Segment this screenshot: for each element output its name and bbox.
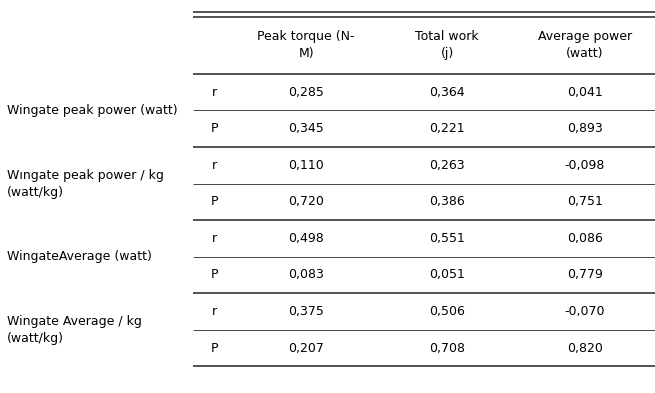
- Text: r: r: [212, 86, 217, 99]
- Text: P: P: [211, 342, 218, 354]
- Text: Wıngate peak power / kg
(watt/kg): Wıngate peak power / kg (watt/kg): [7, 169, 164, 198]
- Text: 0,345: 0,345: [288, 122, 324, 135]
- Text: P: P: [211, 268, 218, 281]
- Text: 0,083: 0,083: [288, 268, 324, 281]
- Text: 0,506: 0,506: [429, 305, 465, 318]
- Text: 0,051: 0,051: [429, 268, 465, 281]
- Text: 0,720: 0,720: [288, 195, 324, 208]
- Text: r: r: [212, 159, 217, 172]
- Text: r: r: [212, 232, 217, 245]
- Text: 0,551: 0,551: [429, 232, 465, 245]
- Text: 0,779: 0,779: [567, 268, 603, 281]
- Text: Wingate peak power (watt): Wingate peak power (watt): [7, 104, 177, 117]
- Text: r: r: [212, 305, 217, 318]
- Text: 0,893: 0,893: [567, 122, 603, 135]
- Text: 0,498: 0,498: [288, 232, 324, 245]
- Text: 0,110: 0,110: [288, 159, 324, 172]
- Text: 0,386: 0,386: [429, 195, 465, 208]
- Text: -0,070: -0,070: [565, 305, 605, 318]
- Text: 0,375: 0,375: [288, 305, 324, 318]
- Text: 0,708: 0,708: [429, 342, 465, 354]
- Text: Peak torque (N-
M): Peak torque (N- M): [257, 30, 355, 61]
- Text: 0,041: 0,041: [567, 86, 603, 99]
- Text: 0,820: 0,820: [567, 342, 603, 354]
- Text: WingateAverage (watt): WingateAverage (watt): [7, 250, 151, 263]
- Text: P: P: [211, 122, 218, 135]
- Text: Average power
(watt): Average power (watt): [538, 30, 631, 61]
- Text: 0,263: 0,263: [429, 159, 465, 172]
- Text: Total work
(j): Total work (j): [415, 30, 479, 61]
- Text: 0,364: 0,364: [429, 86, 465, 99]
- Text: Wingate Average / kg
(watt/kg): Wingate Average / kg (watt/kg): [7, 315, 141, 345]
- Text: 0,751: 0,751: [567, 195, 603, 208]
- Text: 0,207: 0,207: [288, 342, 324, 354]
- Text: 0,221: 0,221: [429, 122, 465, 135]
- Text: P: P: [211, 195, 218, 208]
- Text: 0,086: 0,086: [567, 232, 603, 245]
- Text: 0,285: 0,285: [288, 86, 324, 99]
- Text: -0,098: -0,098: [565, 159, 605, 172]
